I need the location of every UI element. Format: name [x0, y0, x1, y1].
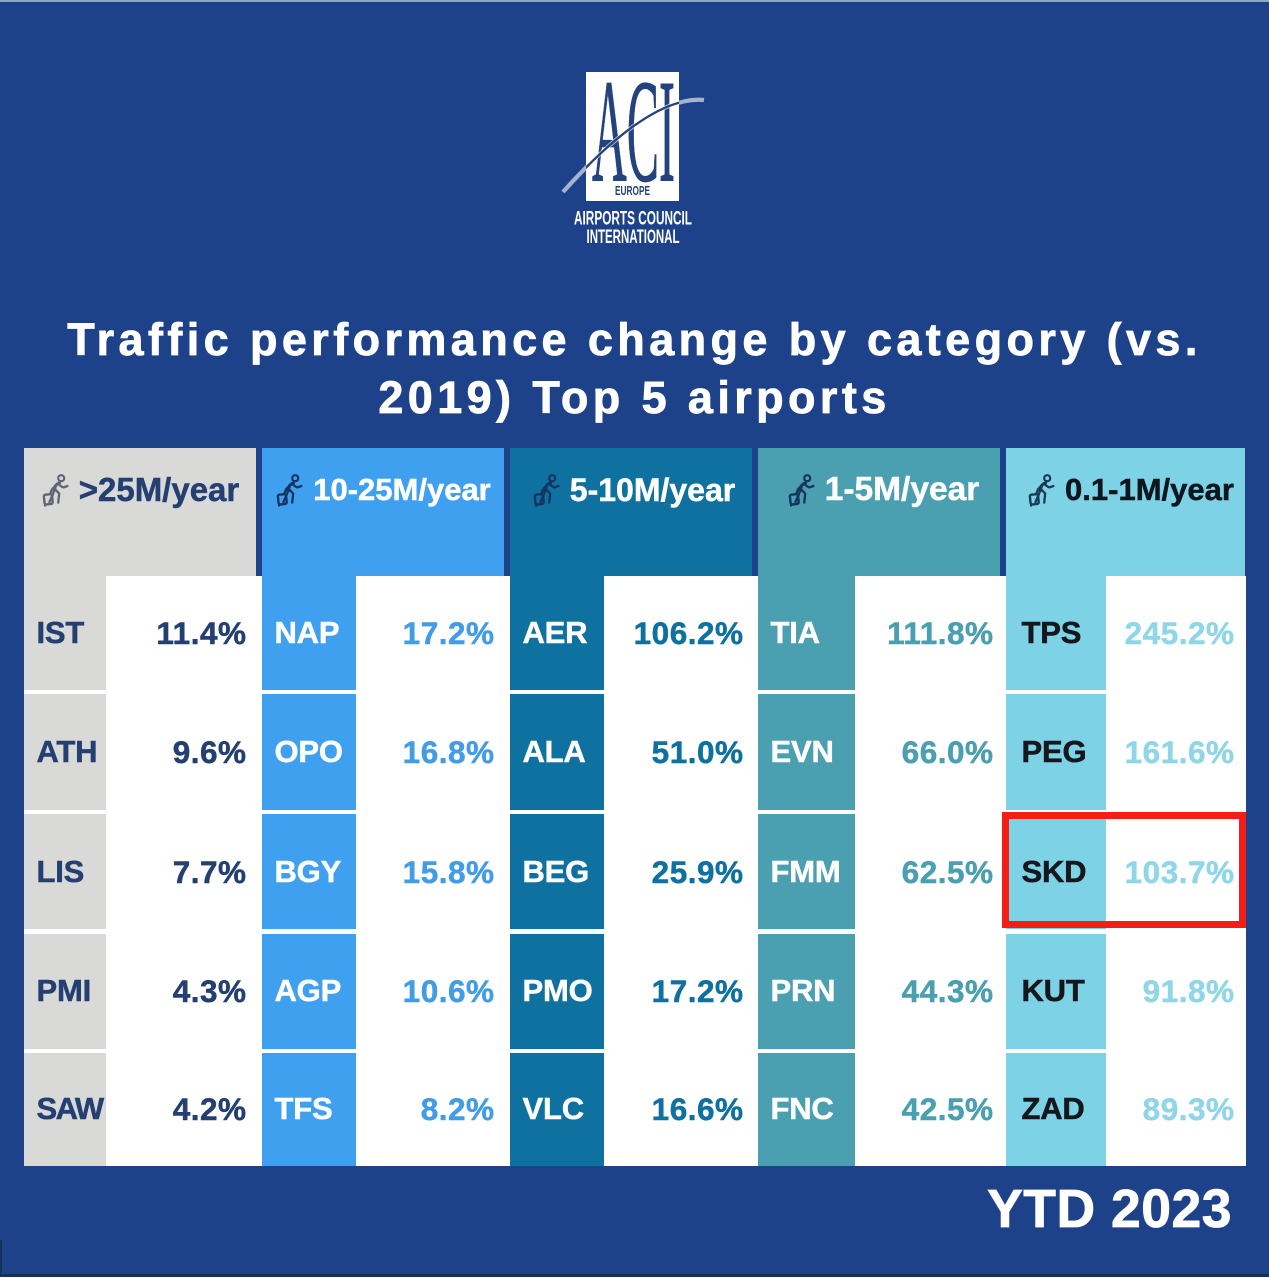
svg-text:INTERNATIONAL: INTERNATIONAL: [587, 227, 680, 248]
svg-text:AIRPORTS COUNCIL: AIRPORTS COUNCIL: [574, 209, 692, 230]
svg-text:ACI: ACI: [592, 55, 675, 213]
svg-text:EUROPE: EUROPE: [615, 183, 650, 198]
